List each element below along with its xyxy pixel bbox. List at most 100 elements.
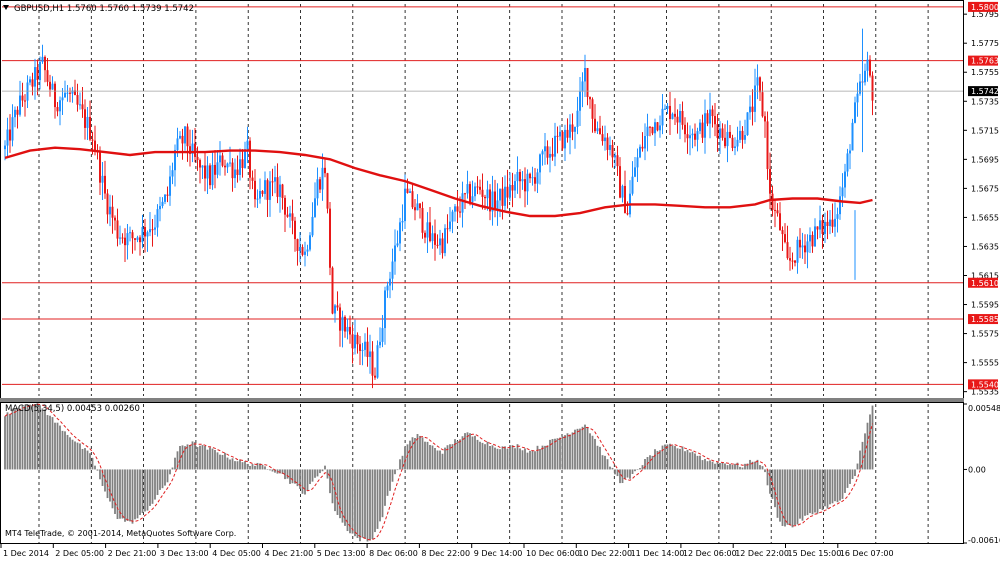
macd-bar — [49, 415, 51, 470]
candle-body — [219, 155, 221, 163]
macd-bar — [136, 469, 139, 519]
candle-body — [676, 116, 679, 123]
time-tick-label: 8 Dec 22:00 — [421, 549, 470, 558]
candle-body — [159, 206, 161, 210]
macd-bar — [119, 469, 121, 519]
candle-body — [184, 126, 186, 144]
candle-body — [584, 67, 586, 82]
macd-bar — [294, 469, 296, 484]
candle-body — [241, 159, 244, 168]
candle-body — [826, 221, 829, 227]
price-tick-label: 1.5735 — [971, 97, 999, 106]
macd-bar — [834, 469, 836, 502]
macd-bar — [561, 436, 564, 470]
macd-bar — [674, 446, 676, 470]
macd-bar — [784, 469, 786, 527]
macd-bar — [66, 434, 69, 470]
candle-body — [149, 229, 151, 233]
macd-bar — [816, 469, 819, 514]
level-tag — [968, 1, 998, 12]
macd-bar — [534, 451, 536, 470]
macd-bar — [569, 434, 571, 470]
macd-bar — [766, 469, 769, 486]
candle-body — [271, 181, 274, 183]
macd-bar — [56, 422, 59, 470]
pane-separator — [0, 398, 964, 402]
macd-bar — [519, 448, 521, 470]
candle-body — [164, 194, 166, 202]
candle-body — [356, 334, 359, 345]
candle-body — [759, 77, 761, 93]
macd-bar — [776, 469, 779, 518]
macd-bar — [764, 469, 766, 473]
macd-bar — [279, 469, 281, 474]
macd-bar — [601, 455, 604, 470]
macd-bar — [6, 412, 9, 470]
candle-body — [506, 186, 509, 198]
candle-body — [466, 184, 469, 194]
level-tag-label: 1.5540 — [971, 380, 999, 389]
macd-bar — [96, 469, 99, 471]
macd-bar — [336, 469, 339, 515]
candle-body — [304, 251, 306, 255]
macd-bar — [786, 469, 789, 525]
candle-body — [89, 116, 91, 140]
candle-body — [691, 133, 694, 136]
candle-body — [789, 258, 791, 261]
candle-body — [816, 226, 819, 230]
macd-bar — [256, 462, 259, 470]
macd-bar — [199, 445, 201, 470]
chart-menu-icon[interactable] — [3, 5, 9, 10]
macd-bar — [81, 448, 84, 470]
macd-bar — [121, 469, 124, 519]
candle-body — [576, 110, 579, 127]
macd-bar — [364, 469, 366, 539]
macd-bar — [844, 469, 846, 493]
macd-bar — [94, 465, 96, 470]
candle-body — [649, 126, 651, 128]
macd-bar — [586, 428, 589, 470]
macd-bar — [496, 448, 499, 470]
candle-body — [831, 219, 834, 227]
macd-bar — [411, 437, 414, 470]
current-price-label: 1.5742 — [971, 87, 999, 96]
candle-body — [496, 200, 499, 210]
level-tag — [968, 314, 998, 325]
candle-body — [626, 213, 629, 215]
candle-body — [679, 111, 681, 123]
macd-bar — [251, 464, 254, 470]
macd-bar — [229, 459, 231, 470]
macd-bar — [241, 462, 244, 470]
candle-body — [176, 138, 179, 150]
candle-body — [166, 194, 169, 196]
candle-body — [26, 82, 29, 101]
candle-body — [741, 130, 744, 140]
macd-bar — [744, 463, 746, 470]
macd-bar — [799, 469, 801, 519]
candle-body — [324, 167, 326, 174]
macd-bar — [479, 441, 481, 470]
macd-bar — [801, 469, 804, 521]
macd-bar — [584, 424, 586, 470]
candle-body — [836, 214, 839, 219]
macd-bar — [581, 426, 584, 470]
macd-bar — [204, 445, 206, 470]
candle-body — [404, 188, 406, 222]
macd-bar — [511, 445, 514, 470]
candle-body — [809, 234, 811, 242]
price-tick-label: 1.5595 — [971, 301, 999, 310]
macd-bar — [266, 469, 269, 470]
macd-bar — [729, 463, 731, 470]
time-axis: 1 Dec 2014 2 Dec 05:00 2 Dec 21:00 3 Dec 13… — [0, 544, 894, 558]
candle-body — [11, 117, 14, 141]
macd-bar — [814, 469, 816, 513]
candle-body — [406, 188, 409, 193]
macd-bar — [69, 437, 71, 470]
candle-body — [654, 122, 656, 134]
macd-bar — [526, 452, 529, 470]
candle-body — [736, 139, 739, 147]
candle-body — [721, 128, 724, 138]
macd-bar — [644, 459, 646, 470]
macd-bar — [746, 463, 749, 470]
